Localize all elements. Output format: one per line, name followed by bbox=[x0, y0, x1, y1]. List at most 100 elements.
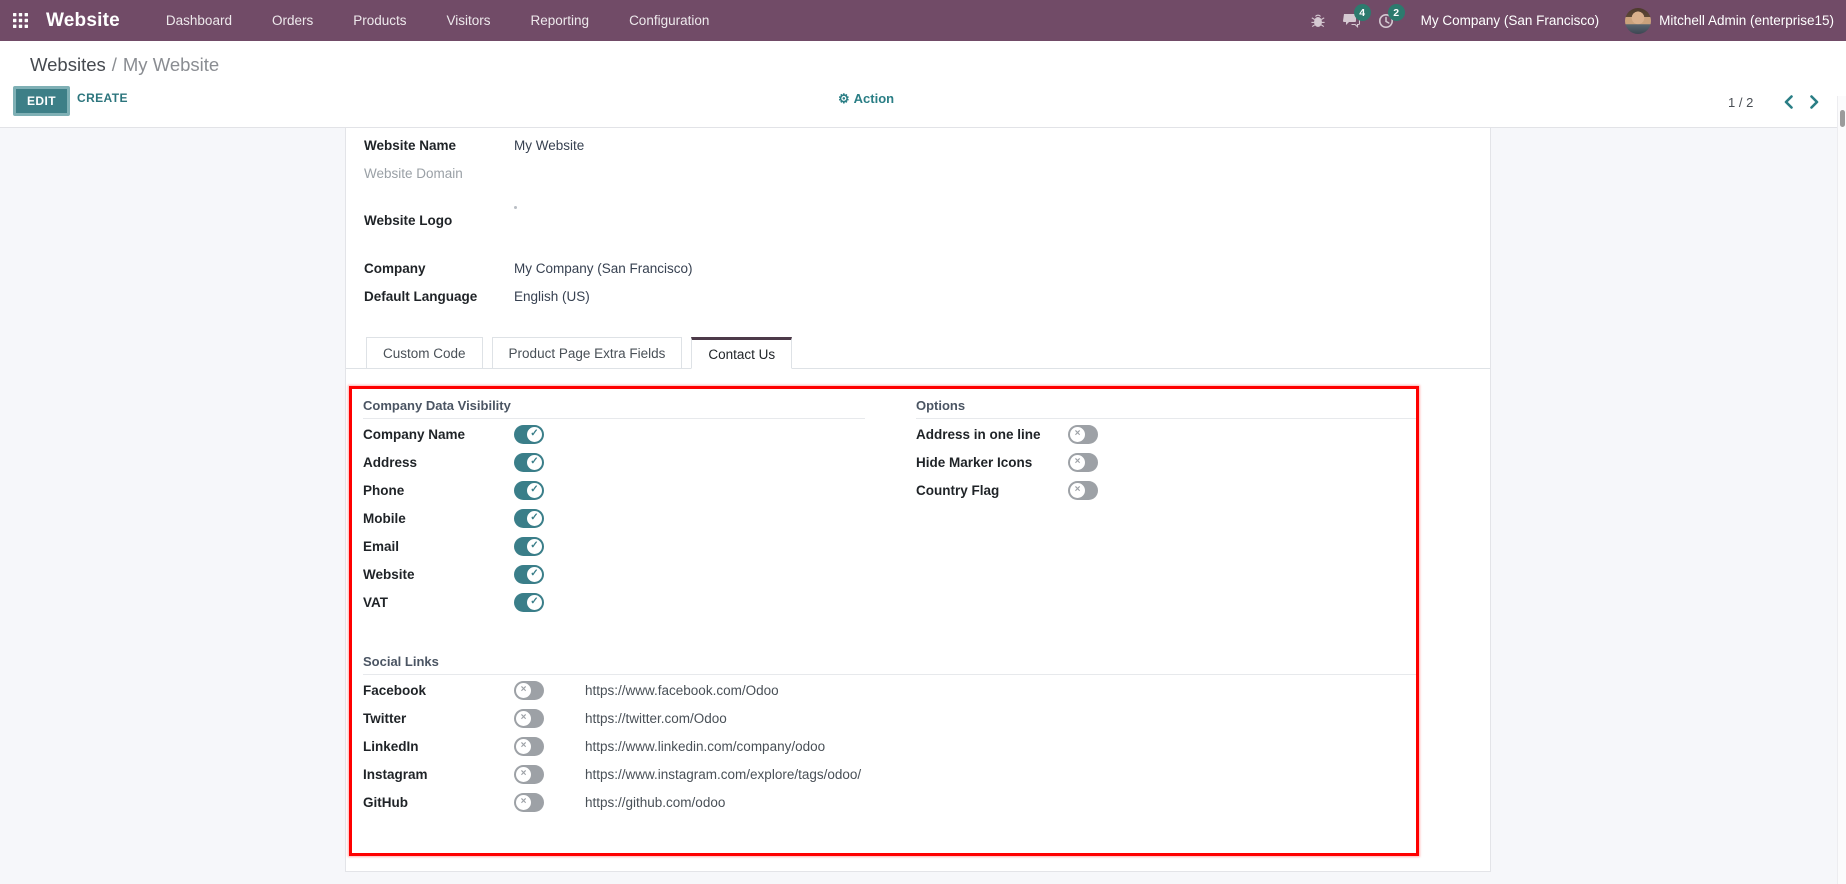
social-row-facebook: Facebook × https://www.facebook.com/Odoo bbox=[363, 676, 1419, 704]
menu-item-dashboard[interactable]: Dashboard bbox=[165, 13, 232, 28]
scrollbar-thumb[interactable] bbox=[1840, 110, 1845, 127]
social-label: Twitter bbox=[363, 710, 407, 726]
check-icon: ✓ bbox=[527, 510, 542, 526]
facebook-url[interactable]: https://www.facebook.com/Odoo bbox=[585, 682, 779, 698]
messages-count-badge: 4 bbox=[1353, 4, 1371, 21]
social-links-group: Social Links Facebook × https://www.face… bbox=[363, 654, 1419, 816]
create-button[interactable]: CREATE bbox=[77, 91, 128, 105]
instagram-url[interactable]: https://www.instagram.com/explore/tags/o… bbox=[585, 766, 862, 782]
tab-custom-code[interactable]: Custom Code bbox=[366, 337, 483, 369]
hide-marker-icons-toggle[interactable]: × bbox=[1068, 452, 1098, 472]
bug-icon[interactable] bbox=[1301, 0, 1335, 41]
x-icon: × bbox=[516, 738, 531, 754]
visibility-row-vat: VAT ✓ bbox=[363, 588, 865, 616]
apps-grid-icon[interactable] bbox=[0, 0, 40, 41]
breadcrumb: Websites / My Website bbox=[30, 54, 219, 76]
visibility-label: Email bbox=[363, 538, 400, 554]
visibility-row-phone: Phone ✓ bbox=[363, 476, 865, 504]
social-label: Facebook bbox=[363, 682, 427, 698]
options-row-hide-marker-icons: Hide Marker Icons × bbox=[916, 448, 1418, 476]
instagram-toggle[interactable]: × bbox=[514, 764, 544, 784]
menu-item-reporting[interactable]: Reporting bbox=[530, 13, 590, 28]
menu-item-orders[interactable]: Orders bbox=[271, 13, 314, 28]
default-language-label: Default Language bbox=[364, 288, 478, 304]
default-language-value[interactable]: English (US) bbox=[514, 288, 590, 304]
activities-count-badge: 2 bbox=[1387, 4, 1405, 21]
vat-toggle[interactable]: ✓ bbox=[514, 592, 544, 612]
check-icon: ✓ bbox=[527, 454, 542, 470]
company-switcher[interactable]: My Company (San Francisco) bbox=[1420, 13, 1600, 28]
breadcrumb-current: My Website bbox=[122, 54, 220, 75]
messages-icon[interactable]: 4 bbox=[1335, 0, 1371, 41]
action-button[interactable]: ⚙ Action bbox=[838, 91, 894, 106]
menu-item-products[interactable]: Products bbox=[353, 13, 407, 28]
social-row-twitter: Twitter × https://twitter.com/Odoo bbox=[363, 704, 1419, 732]
email-toggle[interactable]: ✓ bbox=[514, 536, 544, 556]
visibility-row-address: Address ✓ bbox=[363, 448, 865, 476]
company-name-toggle[interactable]: ✓ bbox=[514, 424, 544, 444]
activities-icon[interactable]: 2 bbox=[1369, 0, 1405, 41]
visibility-label: Address bbox=[363, 454, 418, 470]
github-toggle[interactable]: × bbox=[514, 792, 544, 812]
website-toggle[interactable]: ✓ bbox=[514, 564, 544, 584]
tab-product-page-extra-fields[interactable]: Product Page Extra Fields bbox=[491, 337, 683, 369]
company-label: Company bbox=[364, 260, 426, 276]
social-row-github: GitHub × https://github.com/odoo bbox=[363, 788, 1419, 816]
social-row-linkedin: LinkedIn × https://www.linkedin.com/comp… bbox=[363, 732, 1419, 760]
visibility-label: Company Name bbox=[363, 426, 466, 442]
app-title[interactable]: Website bbox=[46, 9, 120, 31]
x-icon: × bbox=[516, 766, 531, 782]
company-data-visibility-title: Company Data Visibility bbox=[363, 398, 865, 419]
navbar-systray: 4 2 My Company (San Francisco) Mitchell … bbox=[1301, 0, 1846, 41]
github-url[interactable]: https://github.com/odoo bbox=[585, 794, 726, 810]
pager-next-icon[interactable] bbox=[1801, 92, 1827, 112]
edit-button[interactable]: EDIT bbox=[13, 86, 70, 116]
social-label: LinkedIn bbox=[363, 738, 419, 754]
social-links-title: Social Links bbox=[363, 654, 1419, 675]
field-website-name: Website Name My Website bbox=[364, 131, 584, 159]
breadcrumb-websites-link[interactable]: Websites bbox=[30, 54, 106, 75]
country-flag-toggle[interactable]: × bbox=[1068, 480, 1098, 500]
visibility-row-email: Email ✓ bbox=[363, 532, 865, 560]
linkedin-url[interactable]: https://www.linkedin.com/company/odoo bbox=[585, 738, 826, 754]
visibility-row-mobile: Mobile ✓ bbox=[363, 504, 865, 532]
breadcrumb-separator: / bbox=[111, 54, 117, 75]
menu-item-configuration[interactable]: Configuration bbox=[629, 13, 710, 28]
options-label: Address in one line bbox=[916, 426, 1041, 442]
options-label: Hide Marker Icons bbox=[916, 454, 1033, 470]
field-default-language: Default Language English (US) bbox=[364, 282, 590, 310]
check-icon: ✓ bbox=[527, 482, 542, 498]
twitter-url[interactable]: https://twitter.com/Odoo bbox=[585, 710, 727, 726]
menu-item-visitors[interactable]: Visitors bbox=[446, 13, 491, 28]
field-company: Company My Company (San Francisco) bbox=[364, 254, 693, 282]
visibility-row-company-name: Company Name ✓ bbox=[363, 420, 865, 448]
website-name-value[interactable]: My Website bbox=[514, 137, 585, 153]
social-label: GitHub bbox=[363, 794, 408, 810]
check-icon: ✓ bbox=[527, 594, 542, 610]
check-icon: ✓ bbox=[527, 426, 542, 442]
visibility-label: VAT bbox=[363, 594, 388, 610]
user-menu[interactable]: Mitchell Admin (enterprise15) bbox=[1659, 13, 1834, 28]
facebook-toggle[interactable]: × bbox=[514, 680, 544, 700]
pager-previous-icon[interactable] bbox=[1775, 92, 1801, 112]
tab-contact-us[interactable]: Contact Us bbox=[691, 337, 793, 369]
visibility-row-website: Website ✓ bbox=[363, 560, 865, 588]
company-value[interactable]: My Company (San Francisco) bbox=[514, 260, 693, 276]
notebook-tabs: Custom Code Product Page Extra Fields Co… bbox=[346, 337, 1490, 369]
x-icon: × bbox=[1070, 426, 1085, 442]
website-logo-placeholder[interactable] bbox=[514, 205, 517, 209]
linkedin-toggle[interactable]: × bbox=[514, 736, 544, 756]
user-avatar[interactable] bbox=[1625, 7, 1652, 34]
field-website-logo: Website Logo bbox=[364, 190, 517, 250]
pager: 1 / 2 bbox=[1728, 92, 1827, 112]
company-data-visibility-group: Company Data Visibility Company Name ✓ A… bbox=[363, 398, 865, 616]
apps-grid-icon-svg bbox=[12, 13, 28, 28]
options-row-country-flag: Country Flag × bbox=[916, 476, 1418, 504]
twitter-toggle[interactable]: × bbox=[514, 708, 544, 728]
x-icon: × bbox=[1070, 482, 1085, 498]
address-in-one-line-toggle[interactable]: × bbox=[1068, 424, 1098, 444]
phone-toggle[interactable]: ✓ bbox=[514, 480, 544, 500]
mobile-toggle[interactable]: ✓ bbox=[514, 508, 544, 528]
scrollbar-track[interactable] bbox=[1837, 96, 1846, 884]
address-toggle[interactable]: ✓ bbox=[514, 452, 544, 472]
